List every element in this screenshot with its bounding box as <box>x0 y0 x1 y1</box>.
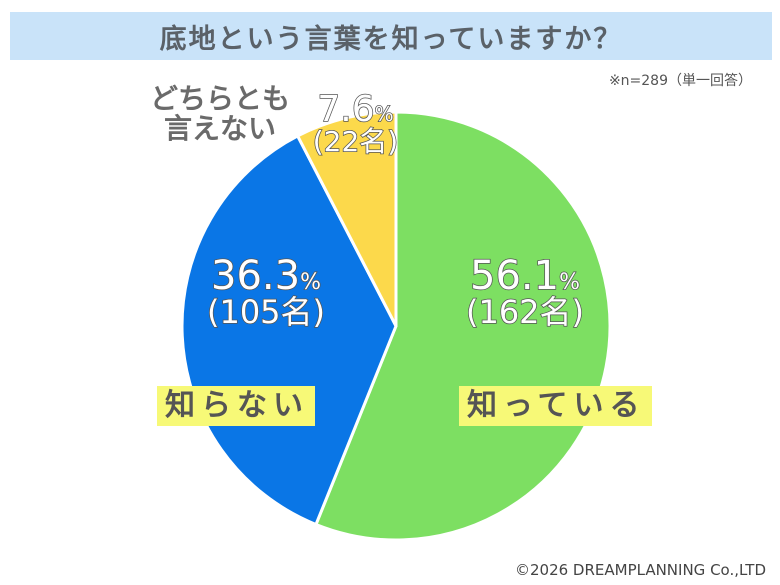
slice-know <box>314 110 612 542</box>
count-dont-know: (105名) <box>206 293 326 331</box>
value-label-dont-know: 36.3% (105名) <box>196 253 336 331</box>
value-label-neither: 7.6% (22名) <box>308 89 403 158</box>
value-label-know: 56.1% (162名) <box>455 253 595 331</box>
label-dont-know: 知らない <box>157 386 315 426</box>
label-neither: どちらとも 言えない <box>150 84 290 144</box>
pct-know: 56.1 <box>469 253 560 299</box>
label-neither-line1: どちらとも <box>150 82 291 115</box>
title-banner: 底地という言葉を知っていますか？ <box>10 12 772 60</box>
label-know: 知っている <box>459 386 652 426</box>
copyright: ©2026 DREAMPLANNING Co.,LTD <box>514 561 766 579</box>
pct-neither: 7.6 <box>317 89 376 130</box>
label-neither-line2: 言えない <box>164 112 277 145</box>
count-neither: (22名) <box>312 125 399 158</box>
slice-dont-know <box>180 134 398 526</box>
pct-unit: % <box>299 270 321 295</box>
sample-size-note: ※n=289（単一回答） <box>608 73 752 89</box>
chart-title: 底地という言葉を知っていますか？ <box>159 23 623 55</box>
pct-unit: % <box>558 270 580 295</box>
pct-unit: % <box>374 102 395 126</box>
count-know: (162名) <box>465 293 585 331</box>
pct-dont-know: 36.3 <box>210 253 301 299</box>
slice-neither <box>296 110 398 328</box>
